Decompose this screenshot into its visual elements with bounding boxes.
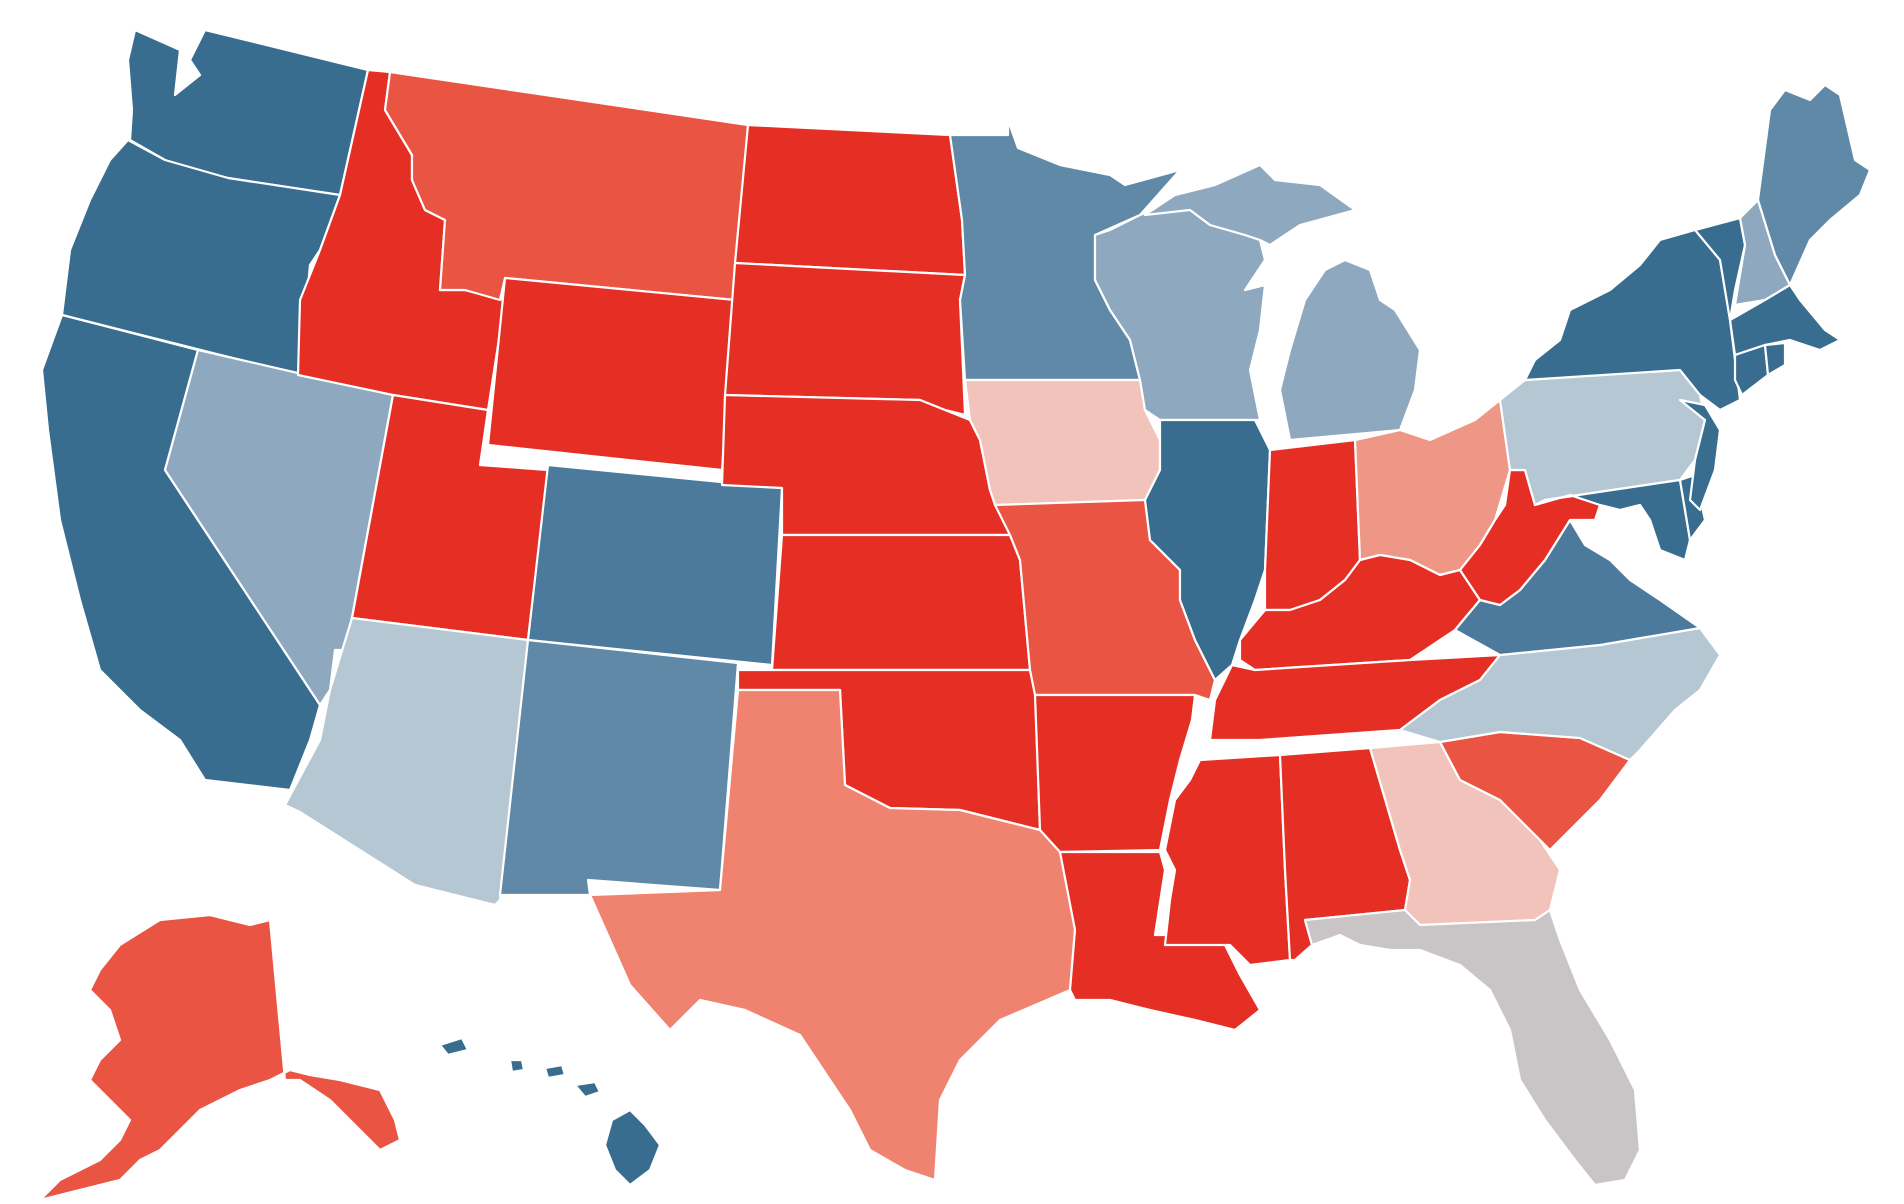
state-ar[interactable] <box>1033 693 1197 854</box>
state-ms[interactable] <box>1163 753 1292 967</box>
state-nd[interactable] <box>733 123 967 277</box>
state-mi[interactable] <box>1143 163 1422 442</box>
state-nc[interactable] <box>1398 626 1722 762</box>
state-hi[interactable] <box>438 1036 662 1187</box>
state-ks[interactable] <box>770 533 1032 672</box>
state-ak[interactable] <box>38 913 402 1202</box>
state-fl[interactable] <box>1303 908 1642 1187</box>
state-ri[interactable] <box>1763 341 1787 377</box>
state-sd[interactable] <box>723 261 967 417</box>
state-de[interactable] <box>1678 473 1707 542</box>
state-nj[interactable] <box>1678 398 1722 512</box>
state-tx[interactable] <box>588 688 1077 1182</box>
state-ct[interactable] <box>1733 343 1770 397</box>
state-me[interactable] <box>1756 83 1872 287</box>
state-ia[interactable] <box>963 378 1162 507</box>
state-nm[interactable] <box>498 638 740 897</box>
state-co[interactable] <box>526 463 784 667</box>
state-wy[interactable] <box>486 276 737 472</box>
state-la[interactable] <box>1058 850 1262 1032</box>
